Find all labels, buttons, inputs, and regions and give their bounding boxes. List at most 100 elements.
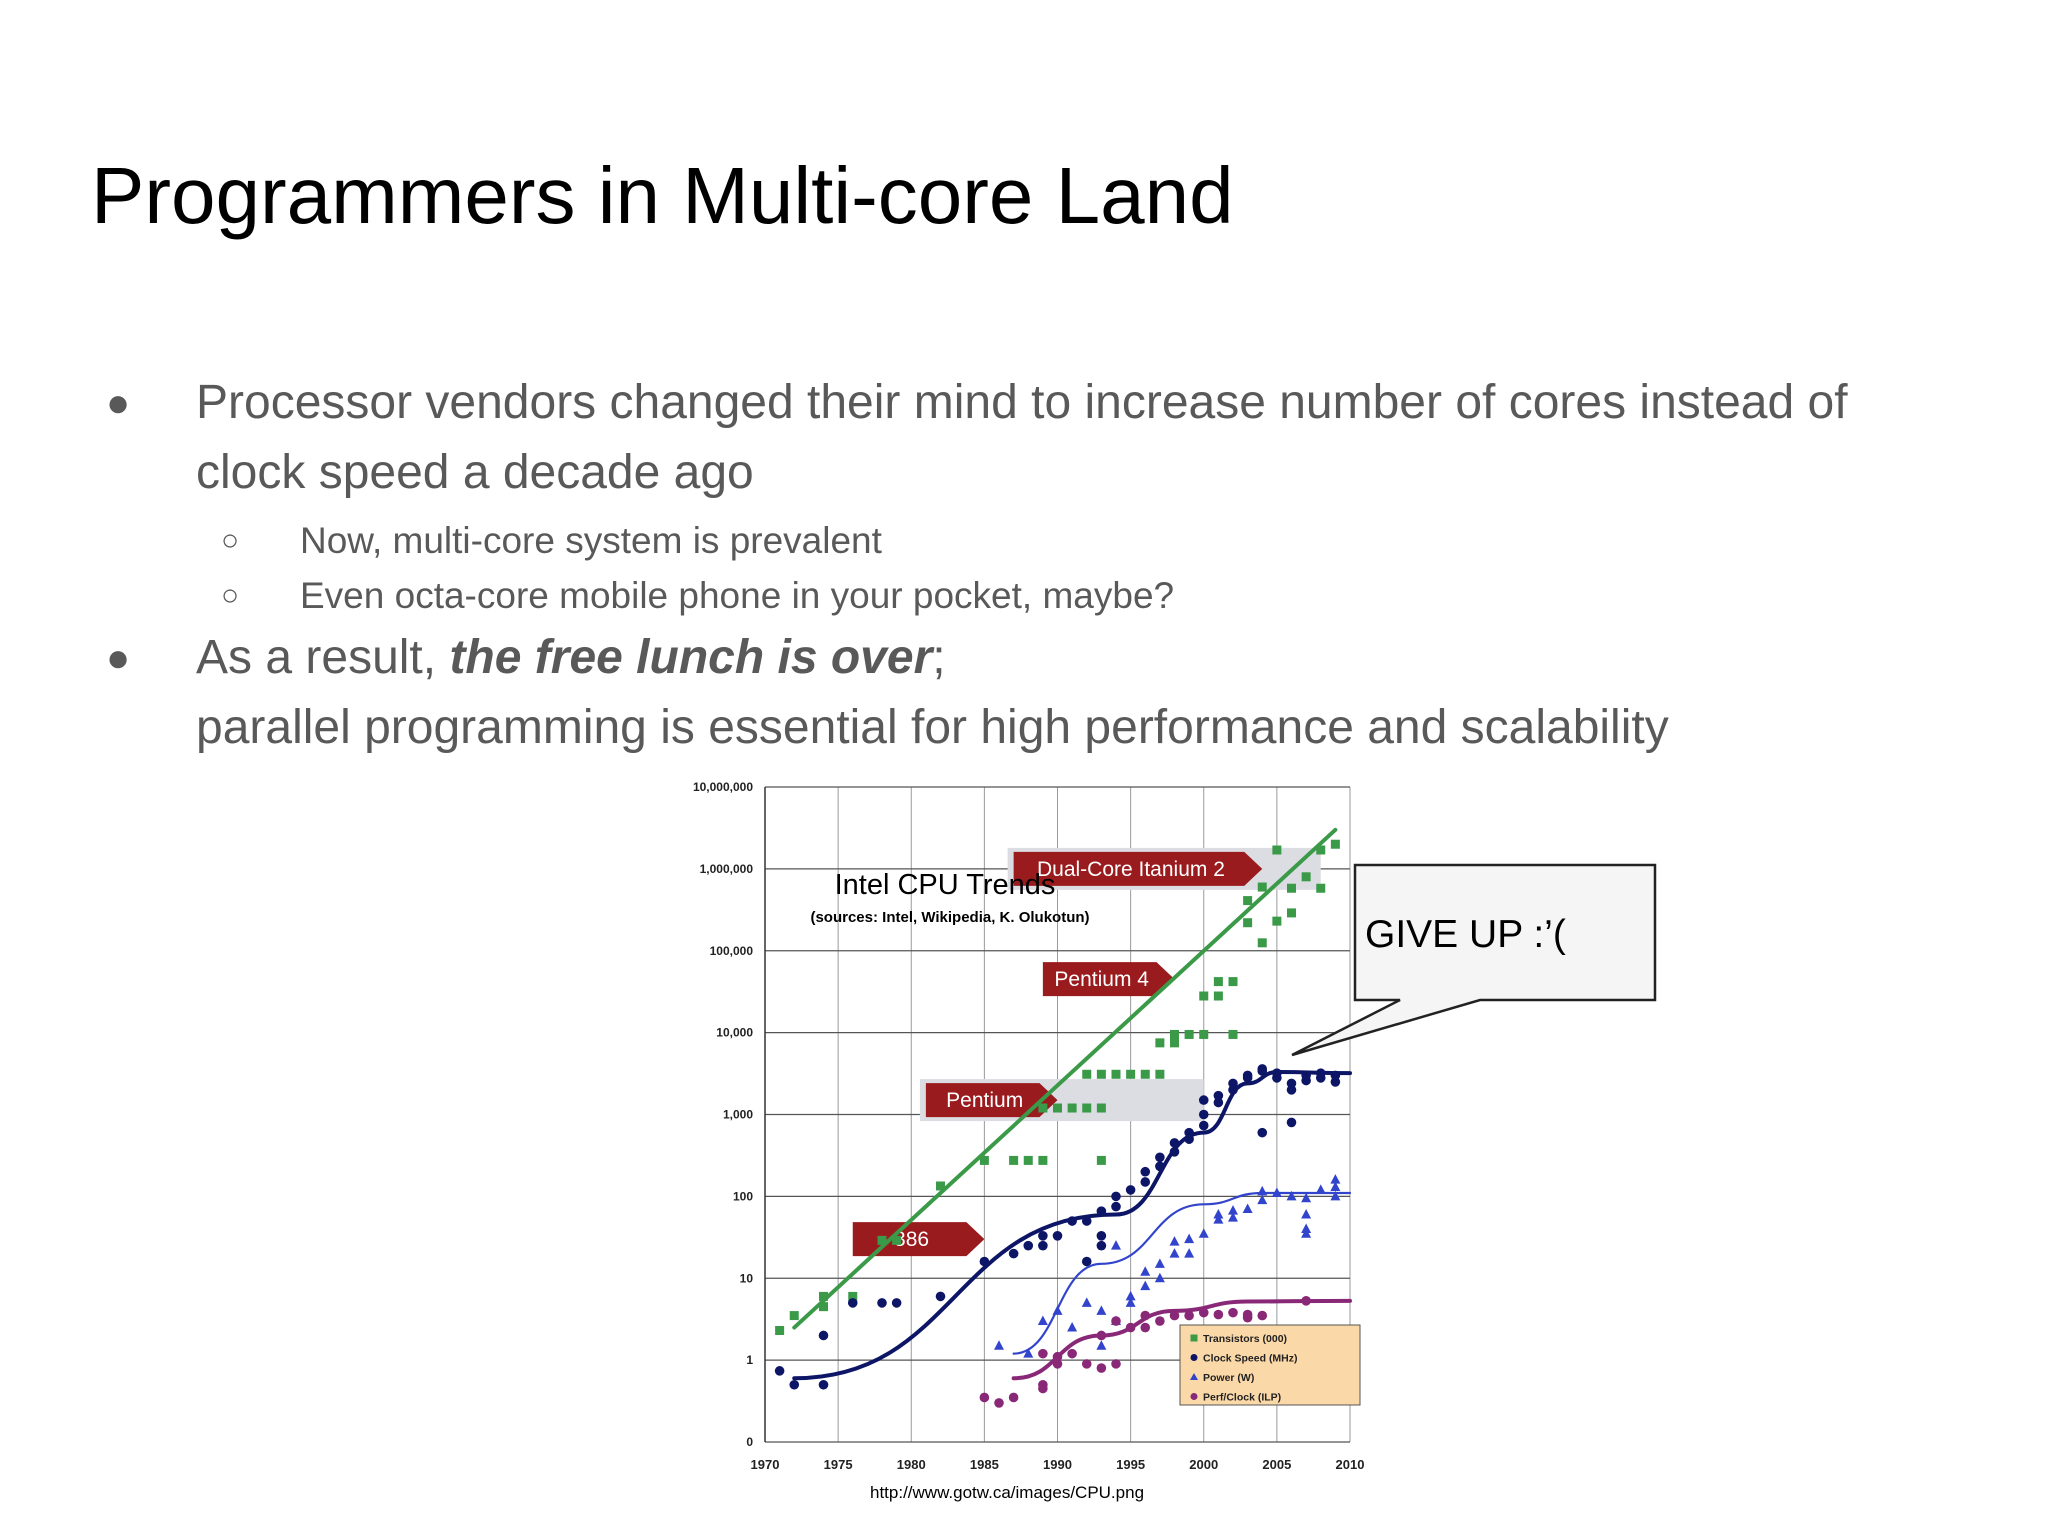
- data-point: [847, 1298, 858, 1308]
- legend-marker: [1190, 1354, 1198, 1361]
- x-tick-label: 1985: [970, 1457, 999, 1472]
- bullet-2-prefix: As a result,: [196, 631, 450, 684]
- bullet-1-continuation: clock speed a decade ago: [196, 438, 754, 508]
- chart-title: Intel CPU Trends: [835, 869, 1056, 901]
- y-tick-label: 100,000: [710, 944, 754, 958]
- data-point: [818, 1379, 829, 1390]
- data-point: [1257, 1127, 1268, 1138]
- data-point: [819, 1302, 828, 1312]
- data-point: [1301, 1228, 1312, 1238]
- trend-line: [792, 1070, 1352, 1381]
- data-point: [1096, 1103, 1106, 1113]
- data-point: [1140, 1280, 1151, 1291]
- data-point: [1272, 845, 1282, 855]
- data-point: [1330, 1190, 1341, 1201]
- data-point: [877, 1235, 887, 1245]
- data-point: [1330, 839, 1340, 849]
- x-tick-label: 2000: [1189, 1457, 1218, 1472]
- data-point: [789, 1379, 800, 1390]
- data-point: [1082, 1069, 1092, 1079]
- data-point: [1228, 1212, 1238, 1222]
- sub-bullet-1-text: Now, multi-core system is prevalent: [300, 520, 882, 561]
- data-point: [1038, 1103, 1048, 1113]
- data-point: [1272, 916, 1282, 926]
- data-point: [1111, 1316, 1121, 1326]
- intel-cpu-trends-chart: 10,000,0001,000,000100,00010,0001,000100…: [693, 780, 1365, 1472]
- data-point: [1287, 908, 1296, 918]
- data-point: [1096, 1305, 1107, 1315]
- chart-subtitle: (sources: Intel, Wikipedia, K. Olukotun): [810, 909, 1089, 926]
- bullet-glyph: ●: [106, 636, 131, 680]
- data-point: [1242, 1203, 1253, 1214]
- data-point: [1170, 1038, 1179, 1048]
- data-point: [789, 1311, 799, 1321]
- sub-bullet-2: ○ Even octa-core mobile phone in your po…: [221, 568, 1175, 623]
- data-point: [1198, 1120, 1209, 1131]
- data-point: [1257, 938, 1267, 948]
- legend-marker: [1190, 1393, 1198, 1400]
- x-tick-label: 1970: [751, 1457, 780, 1472]
- data-point: [1038, 1240, 1048, 1251]
- legend-label: Perf/Clock (ILP): [1203, 1392, 1281, 1404]
- data-point: [1316, 883, 1326, 893]
- data-point: [1125, 1185, 1136, 1195]
- data-point: [1081, 1297, 1092, 1307]
- bullet-2-continuation: parallel programming is essential for hi…: [196, 693, 1669, 763]
- data-point: [1316, 845, 1326, 855]
- data-point: [935, 1291, 946, 1302]
- data-point: [819, 1291, 828, 1301]
- slide-title: Programmers in Multi-core Land: [91, 151, 1234, 240]
- sub-bullet-1: ○ Now, multi-core system is prevalent: [221, 513, 882, 568]
- speech-bubble-text: GIVE UP :’(: [1365, 913, 1566, 956]
- y-tick-label: 10: [740, 1271, 754, 1285]
- data-point: [1213, 1097, 1224, 1108]
- speech-bubble-shape: [1291, 863, 1657, 1057]
- bullet-2-line-2: parallel programming is essential for hi…: [196, 701, 1669, 754]
- data-point: [1198, 1095, 1209, 1105]
- data-point: [1067, 1103, 1077, 1113]
- data-point: [1155, 1069, 1165, 1079]
- y-tick-label: 100: [733, 1189, 753, 1203]
- data-point: [1228, 1029, 1238, 1039]
- data-point: [1198, 1228, 1209, 1238]
- sub-bullet-2-text: Even octa-core mobile phone in your pock…: [300, 575, 1175, 616]
- data-point: [1257, 1064, 1268, 1074]
- data-point: [1228, 1078, 1238, 1089]
- data-point: [979, 1392, 990, 1403]
- data-point: [1184, 1233, 1195, 1244]
- data-point: [1286, 1085, 1297, 1095]
- data-point: [1199, 991, 1209, 1001]
- data-point: [1023, 1240, 1034, 1251]
- chart-legend: Transistors (000) Clock Speed (MHz) Power …: [1179, 1324, 1361, 1406]
- data-point: [1125, 1290, 1136, 1301]
- data-point: [1140, 1166, 1151, 1177]
- data-point: [1272, 1073, 1282, 1083]
- data-point: [1140, 1177, 1151, 1187]
- series-power-w: [994, 1174, 1352, 1358]
- data-point: [1140, 1069, 1150, 1079]
- x-tick-label: 2005: [1262, 1457, 1291, 1472]
- data-point: [1082, 1103, 1092, 1113]
- x-tick-label: 1990: [1043, 1457, 1072, 1472]
- data-point: [1008, 1392, 1019, 1403]
- data-point: [1155, 1038, 1165, 1048]
- data-point: [1111, 1069, 1121, 1079]
- data-point: [1111, 1359, 1121, 1369]
- data-point: [1301, 1192, 1312, 1203]
- data-point: [1096, 1363, 1107, 1373]
- data-point: [1170, 1029, 1179, 1039]
- data-point: [1213, 1209, 1224, 1219]
- data-point: [936, 1181, 945, 1191]
- data-point: [1154, 1272, 1165, 1283]
- annotation-arrow: [852, 1222, 985, 1257]
- sub-bullet-glyph: ○: [221, 524, 240, 557]
- data-point: [1169, 1310, 1180, 1321]
- data-point: [1052, 1230, 1063, 1241]
- data-point: [1096, 1340, 1107, 1350]
- annotation-label: 386: [894, 1228, 929, 1251]
- data-point: [1155, 1152, 1165, 1163]
- data-point: [1125, 1297, 1136, 1307]
- legend-label: Clock Speed (MHz): [1203, 1353, 1298, 1365]
- data-point: [1228, 1205, 1238, 1215]
- data-point: [1081, 1256, 1092, 1267]
